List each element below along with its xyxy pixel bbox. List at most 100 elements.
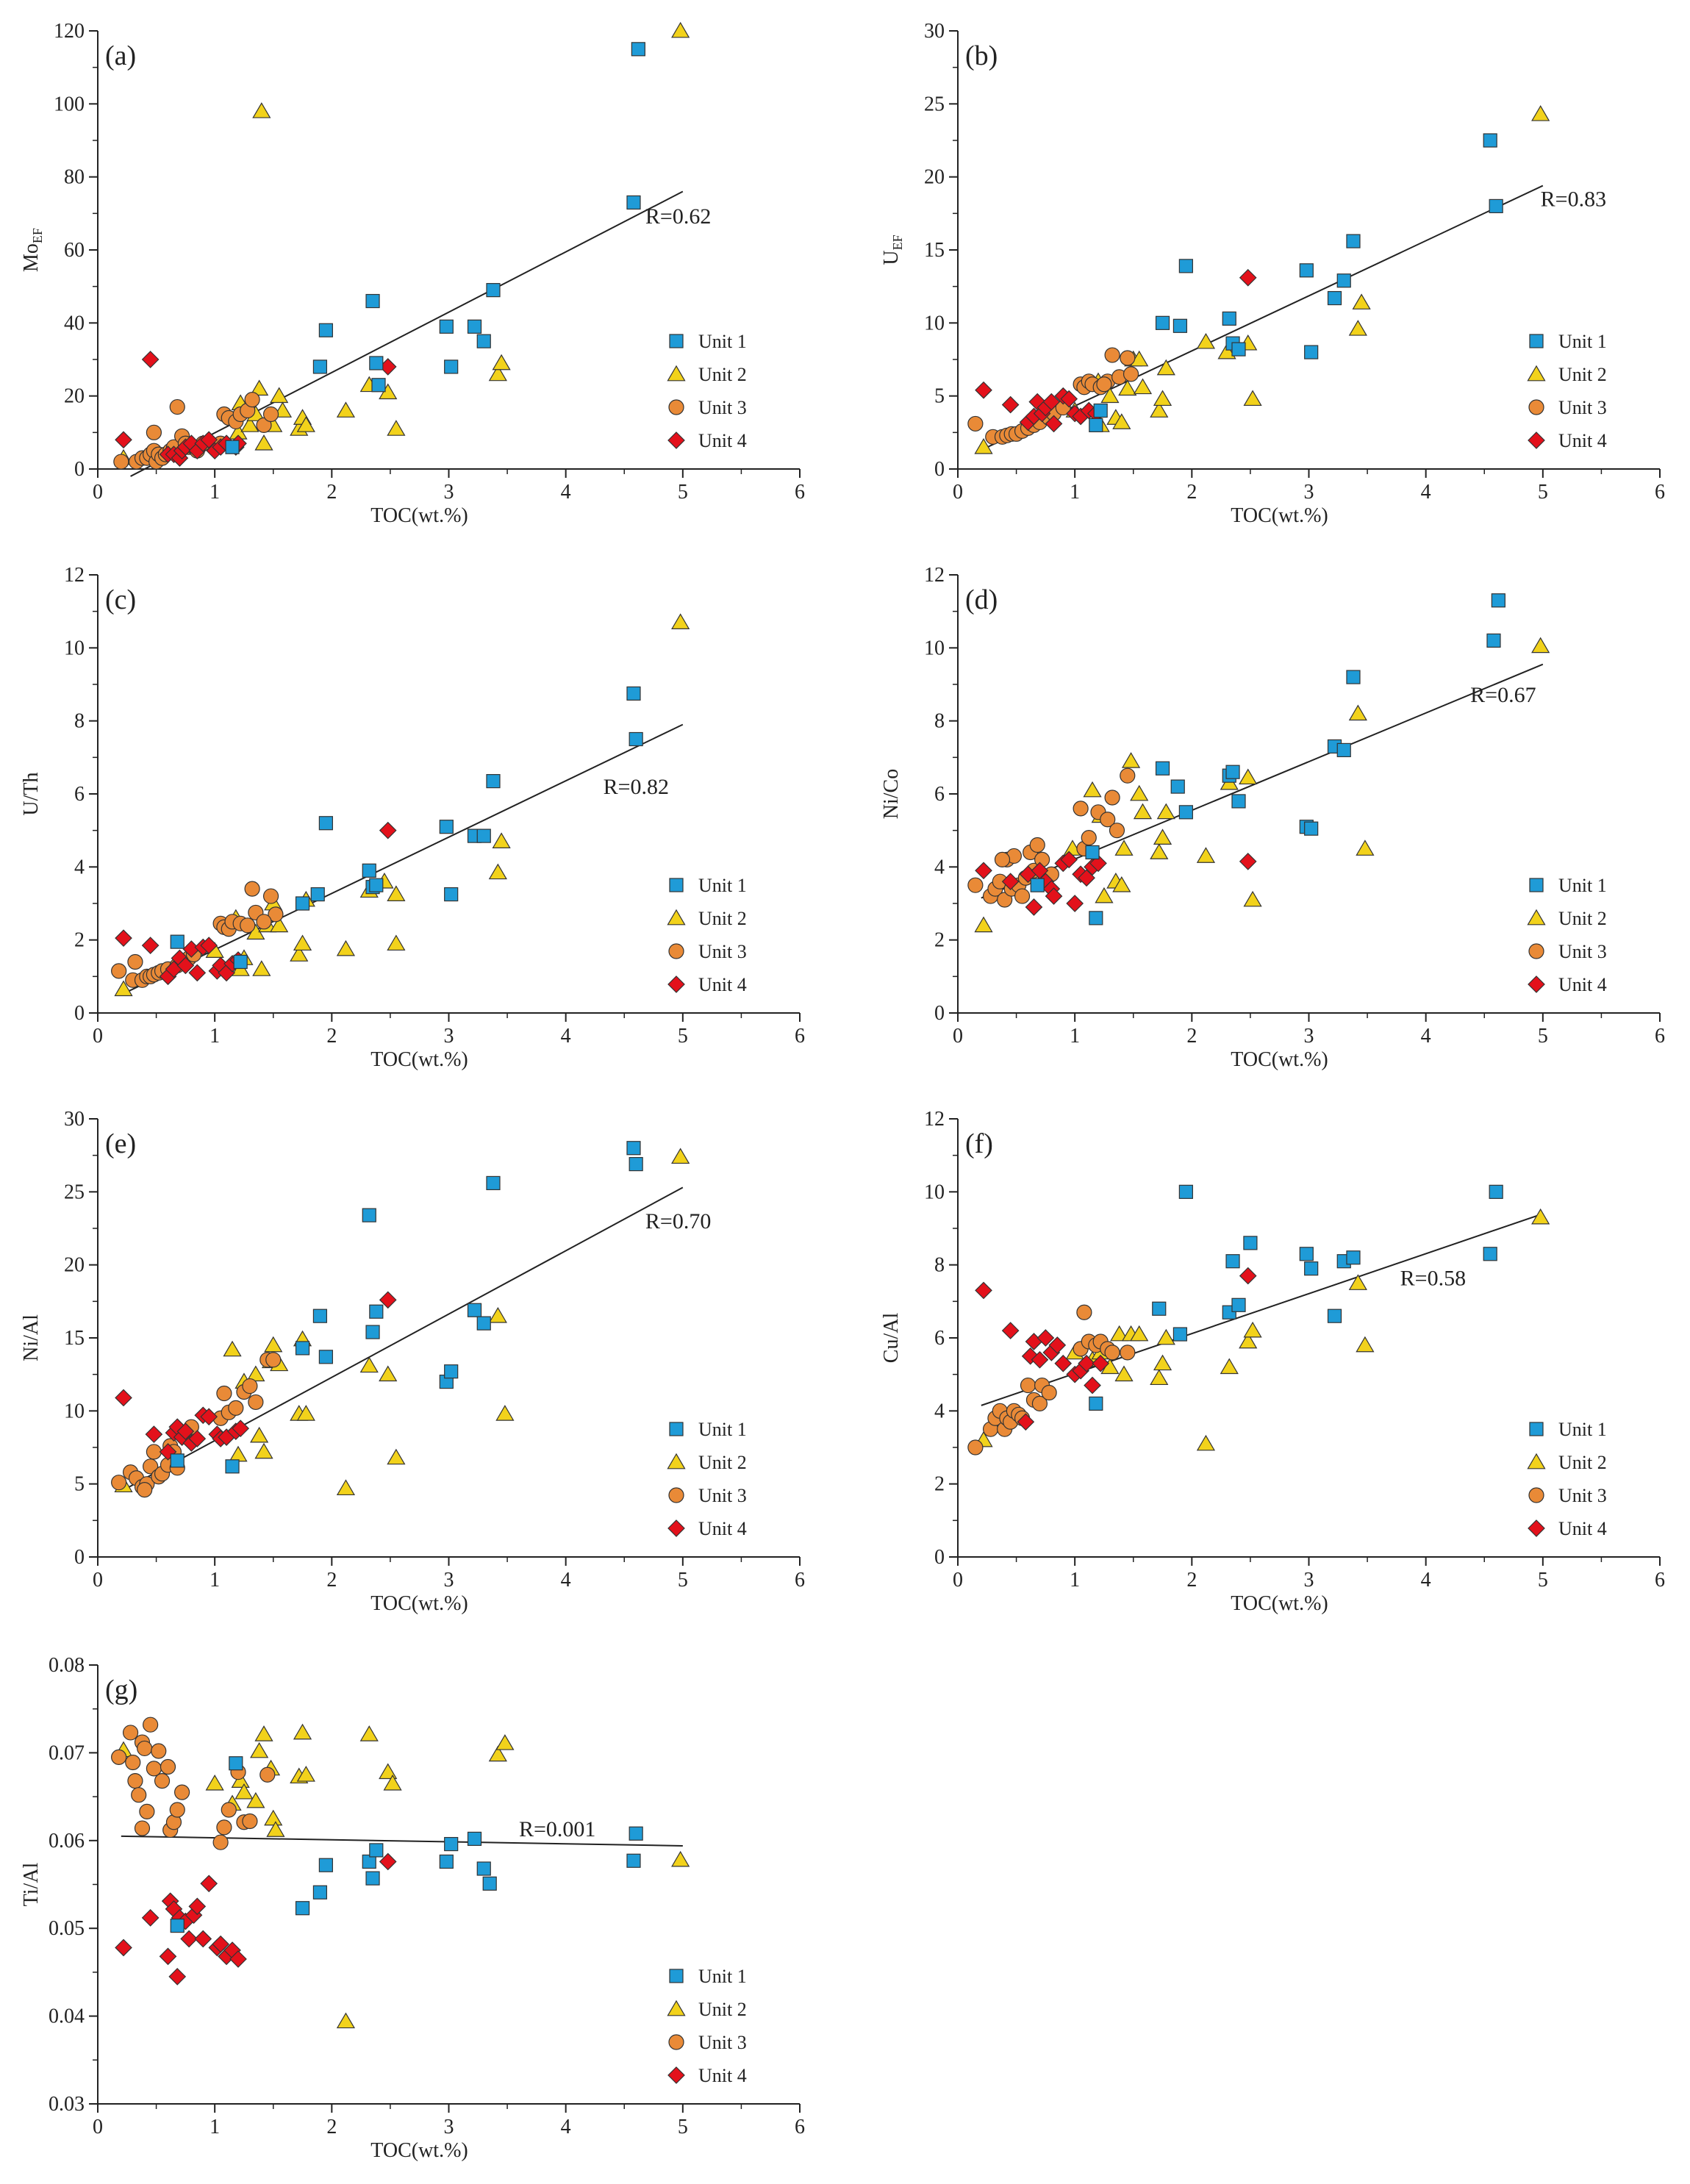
data-point-unit-2 xyxy=(293,934,312,951)
data-point-unit-3 xyxy=(1100,812,1116,828)
data-point-unit-3 xyxy=(1020,1377,1036,1394)
y-tick-label: 0 xyxy=(934,458,945,481)
data-point-unit-2 xyxy=(671,1148,690,1164)
data-point-unit-3 xyxy=(240,917,256,934)
data-point-unit-1 xyxy=(369,878,384,892)
legend-label: Unit 2 xyxy=(698,908,747,929)
data-point-unit-1 xyxy=(365,1871,380,1886)
data-point-unit-2 xyxy=(495,1734,515,1750)
data-point-unit-1 xyxy=(365,293,380,309)
data-point-unit-1 xyxy=(1089,911,1103,925)
x-tick-label: 4 xyxy=(1421,1569,1431,1592)
x-axis-label: TOC(wt.%) xyxy=(370,2139,468,2162)
x-tick-label: 3 xyxy=(1304,1569,1314,1592)
data-point-unit-3 xyxy=(111,963,127,979)
data-point-unit-1 xyxy=(1489,1184,1503,1199)
legend-label: Unit 2 xyxy=(1558,908,1607,929)
data-point-unit-2 xyxy=(234,1783,254,1800)
data-point-unit-2 xyxy=(1100,387,1120,404)
y-tick-label: 120 xyxy=(54,20,85,43)
data-point-unit-4 xyxy=(1017,1413,1035,1431)
data-point-unit-1 xyxy=(233,954,248,970)
y-tick-label: 5 xyxy=(934,385,945,408)
data-point-unit-3 xyxy=(259,1766,276,1783)
data-point-unit-2 xyxy=(246,1365,265,1382)
data-point-unit-1 xyxy=(1346,234,1361,248)
data-point-unit-2 xyxy=(359,1725,379,1741)
data-point-unit-4 xyxy=(194,1930,212,1948)
data-point-unit-4 xyxy=(229,1950,247,1968)
data-point-unit-2 xyxy=(114,980,133,997)
y-axis-label: Ni/Al xyxy=(20,1314,43,1361)
legend-marker-unit-2 xyxy=(1527,365,1546,382)
data-point-unit-1 xyxy=(1178,1184,1193,1199)
data-point-unit-2 xyxy=(1150,1369,1169,1386)
data-point-unit-2 xyxy=(1150,843,1169,859)
data-point-unit-3 xyxy=(244,881,260,897)
data-point-unit-3 xyxy=(242,1813,258,1830)
data-point-unit-3 xyxy=(122,1725,139,1741)
y-tick-label: 0.04 xyxy=(49,2005,85,2028)
data-point-unit-2 xyxy=(205,1774,224,1791)
panel-label: (a) xyxy=(105,40,136,71)
data-point-unit-2 xyxy=(296,416,315,432)
legend-marker-unit-1 xyxy=(1529,1422,1544,1436)
data-point-unit-2 xyxy=(1356,1336,1375,1353)
x-axis-label: TOC(wt.%) xyxy=(370,504,468,527)
data-point-unit-2 xyxy=(293,1723,312,1740)
data-point-unit-1 xyxy=(626,1141,641,1156)
data-point-unit-2 xyxy=(387,420,406,436)
data-point-unit-4 xyxy=(1060,851,1078,869)
x-axis-label: TOC(wt.%) xyxy=(1231,1592,1328,1615)
data-point-unit-3 xyxy=(216,1819,232,1836)
x-tick-label: 1 xyxy=(1070,1569,1080,1592)
x-tick-label: 6 xyxy=(1655,1569,1665,1592)
data-point-unit-2 xyxy=(1196,1434,1216,1451)
data-point-unit-2 xyxy=(1153,1354,1172,1371)
y-tick-label: 25 xyxy=(64,1181,85,1203)
data-point-unit-3 xyxy=(1014,888,1031,904)
data-point-unit-2 xyxy=(266,1821,285,1837)
chart-panel-b: 0 1 2 3 4 5 6 0 5 10 15 20 25 30 TOC(wt.%) UEF (b) R=0.83… xyxy=(880,20,1665,527)
y-tick-label: 30 xyxy=(64,1108,85,1131)
legend-label: Unit 3 xyxy=(1558,941,1607,962)
data-point-unit-4 xyxy=(141,1909,160,1927)
x-tick-label: 0 xyxy=(953,1569,963,1592)
y-tick-label: 0.03 xyxy=(49,2093,85,2116)
data-point-unit-3 xyxy=(1104,347,1120,363)
x-tick-label: 3 xyxy=(1304,1025,1314,1048)
data-point-unit-3 xyxy=(1041,1384,1057,1401)
data-point-unit-2 xyxy=(1153,828,1172,845)
data-point-unit-4 xyxy=(115,929,132,948)
data-point-unit-4 xyxy=(379,1291,397,1309)
x-tick-label: 6 xyxy=(795,1025,805,1048)
data-point-unit-2 xyxy=(1243,890,1262,907)
data-point-unit-2 xyxy=(1130,784,1149,801)
legend-marker-unit-2 xyxy=(667,1453,686,1469)
legend-marker-unit-3 xyxy=(1528,399,1544,415)
data-point-unit-1 xyxy=(1336,273,1351,288)
legend-label: Unit 4 xyxy=(1558,1518,1607,1539)
legend-marker-unit-4 xyxy=(1528,432,1545,449)
data-point-unit-4 xyxy=(1054,1354,1073,1372)
data-point-unit-3 xyxy=(242,1378,258,1394)
chart-panel-g: 0 1 2 3 4 5 6 0.03 0.04 0.05 0.06 0.07 0.08 TOC(wt.%)… xyxy=(20,1654,805,2162)
x-tick-label: 2 xyxy=(1186,481,1197,504)
data-point-unit-4 xyxy=(200,431,218,449)
legend-marker-unit-3 xyxy=(668,2034,684,2050)
x-tick-label: 5 xyxy=(678,1569,688,1592)
data-point-unit-3 xyxy=(1120,767,1136,784)
x-tick-label: 2 xyxy=(326,2116,337,2138)
legend-marker-unit-2 xyxy=(1527,1453,1546,1469)
legend-label: Unit 4 xyxy=(698,2065,747,2086)
y-tick-label: 20 xyxy=(924,166,945,189)
data-point-unit-2 xyxy=(1348,704,1367,721)
x-tick-label: 2 xyxy=(1186,1569,1197,1592)
data-point-unit-1 xyxy=(626,195,641,210)
chart-panel-a: 0 1 2 3 4 5 6020406080100120TOC(wt.%)MoEF(a)R=… xyxy=(20,20,805,527)
data-point-unit-2 xyxy=(290,945,309,962)
data-point-unit-3 xyxy=(967,415,984,432)
correlation-label: R=0.001 xyxy=(519,1817,595,1841)
data-point-unit-4 xyxy=(168,1968,187,1986)
